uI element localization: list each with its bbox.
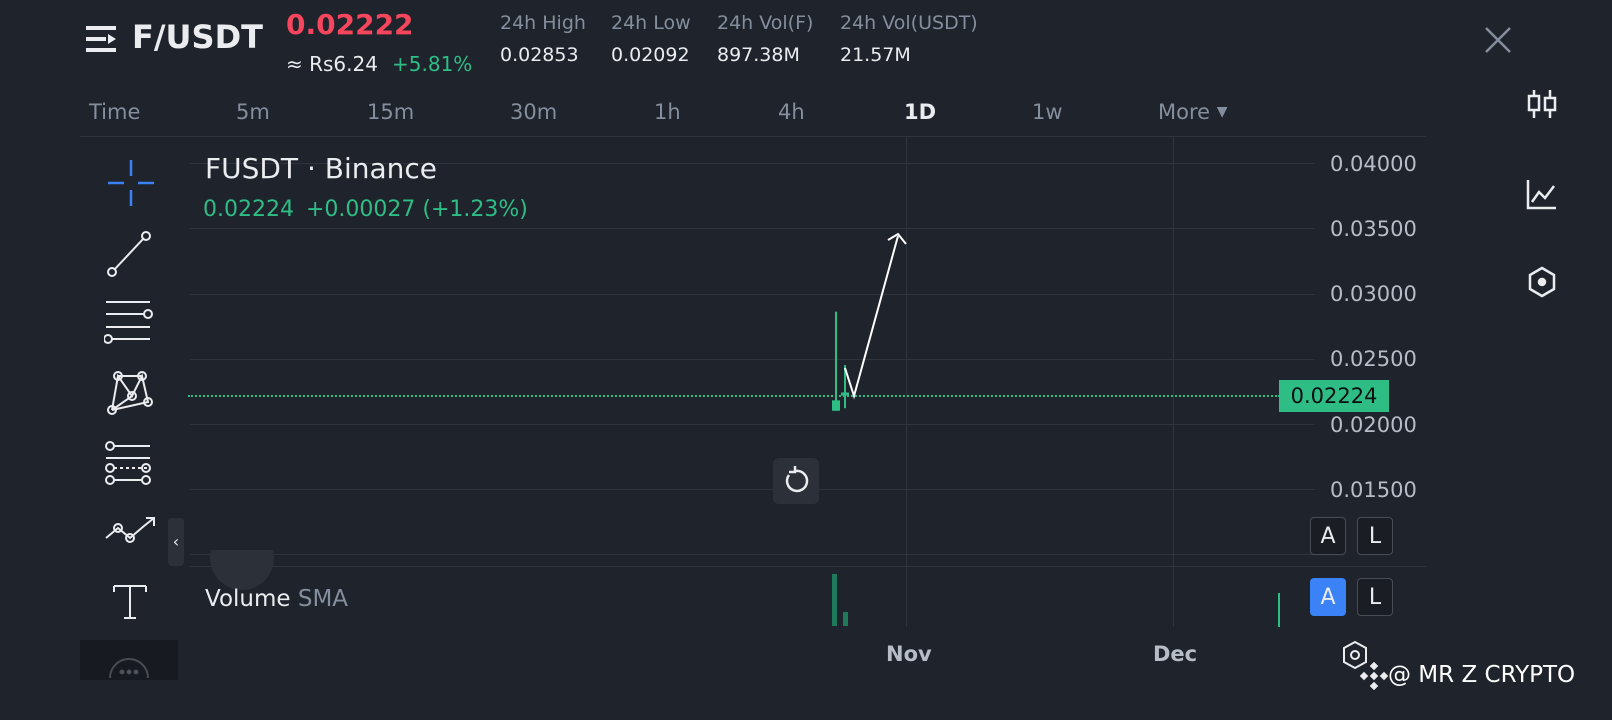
y-tick-label: 0.03500	[1330, 217, 1417, 241]
y-tick-label: 0.03000	[1330, 282, 1417, 306]
chart-last-price: 0.02224	[203, 197, 294, 222]
tab-5m[interactable]: 5m	[236, 100, 270, 124]
tab-4h[interactable]: 4h	[778, 100, 805, 124]
stat-vol-base-label: 24h Vol(F)	[717, 12, 814, 34]
candle-body	[832, 400, 840, 411]
fiat-price: ≈ Rs6.24	[286, 52, 378, 76]
grid-vertical-nov	[906, 137, 907, 627]
price-change: +5.81%	[392, 52, 473, 76]
volume-current-bar	[1278, 593, 1280, 627]
menu-icon[interactable]	[86, 24, 118, 54]
grid-line	[190, 294, 1315, 295]
last-price: 0.02222	[286, 8, 414, 41]
volume-bar	[832, 574, 837, 626]
chart-bottom-divider	[190, 566, 1426, 567]
grid-line	[190, 489, 1315, 490]
y-tick-label: 0.02000	[1330, 413, 1417, 437]
pattern-tool-icon[interactable]	[104, 366, 158, 420]
volume-title: Volume	[205, 586, 291, 612]
fib-tool-icon[interactable]	[104, 438, 158, 492]
settings-hexagon-icon	[1343, 640, 1367, 670]
auto-scale-button[interactable]: A	[1310, 517, 1346, 555]
stat-vol-quote-value: 21.57M	[840, 44, 911, 66]
drawn-arrow[interactable]	[840, 228, 910, 408]
horizontal-lines-tool-icon[interactable]	[103, 296, 158, 350]
stat-vol-base-value: 897.38M	[717, 44, 800, 66]
grid-vertical-dec	[1173, 137, 1174, 627]
x-tick-label: Nov	[886, 642, 932, 666]
collapse-toolbar-button[interactable]: ‹	[168, 518, 184, 566]
volume-auto-button[interactable]: A	[1310, 578, 1346, 616]
path-tool-icon[interactable]	[104, 508, 158, 562]
y-tick-label: 0.02500	[1330, 347, 1417, 371]
tab-more-label: More	[1158, 100, 1211, 124]
grid-line	[190, 424, 1315, 425]
reset-chart-button[interactable]	[773, 458, 819, 504]
settings-hexagon-icon[interactable]	[1524, 264, 1560, 300]
grid-line	[190, 554, 1315, 555]
reset-icon	[785, 466, 809, 493]
chart-symbol-title: FUSDT · Binance	[205, 152, 437, 185]
tab-1w[interactable]: 1w	[1032, 100, 1063, 124]
tab-time[interactable]: Time	[89, 100, 141, 124]
more-tools-button[interactable]	[80, 640, 178, 680]
watermark-text: @ MR Z CRYPTO	[1388, 662, 1576, 688]
grid-line	[190, 228, 1315, 229]
crosshair-tool-icon[interactable]	[104, 156, 158, 210]
log-scale-button[interactable]: L	[1357, 517, 1393, 555]
tab-1h[interactable]: 1h	[654, 100, 681, 124]
last-price-line	[188, 395, 1280, 397]
tab-more[interactable]: More ▼	[1158, 100, 1228, 124]
volume-bar	[843, 612, 848, 626]
timeframe-divider	[80, 136, 1426, 137]
caret-down-icon: ▼	[1216, 104, 1228, 120]
price-tag: 0.02224	[1279, 380, 1389, 412]
y-tick-label: 0.04000	[1330, 152, 1417, 176]
trendline-tool-icon[interactable]	[104, 228, 158, 282]
stat-vol-quote-label: 24h Vol(USDT)	[840, 12, 978, 34]
close-icon[interactable]	[1484, 26, 1512, 54]
y-tick-label: 0.01500	[1330, 478, 1417, 502]
stat-low-label: 24h Low	[611, 12, 691, 34]
volume-log-button[interactable]: L	[1357, 578, 1393, 616]
stat-high-label: 24h High	[500, 12, 586, 34]
candlestick-chart-icon[interactable]	[1524, 86, 1560, 122]
volume-sma: SMA	[297, 586, 349, 612]
tab-1d[interactable]: 1D	[904, 100, 937, 124]
stat-high-value: 0.02853	[500, 44, 579, 66]
x-tick-label: Dec	[1153, 642, 1198, 666]
tab-15m[interactable]: 15m	[367, 100, 415, 124]
stat-low-value: 0.02092	[611, 44, 690, 66]
indicator-chart-icon[interactable]	[1524, 176, 1560, 212]
text-tool-icon[interactable]	[104, 578, 158, 632]
volume-label: Volume SMA	[205, 586, 348, 612]
chart-price-delta: +0.00027 (+1.23%)	[306, 197, 528, 222]
pair-title[interactable]: F/USDT	[132, 18, 263, 56]
tab-30m[interactable]: 30m	[510, 100, 558, 124]
tradingview-logo	[210, 550, 274, 590]
grid-line	[190, 359, 1315, 360]
candle-body	[841, 392, 849, 396]
binance-logo-icon	[1360, 662, 1388, 690]
grid-line	[190, 163, 1315, 164]
